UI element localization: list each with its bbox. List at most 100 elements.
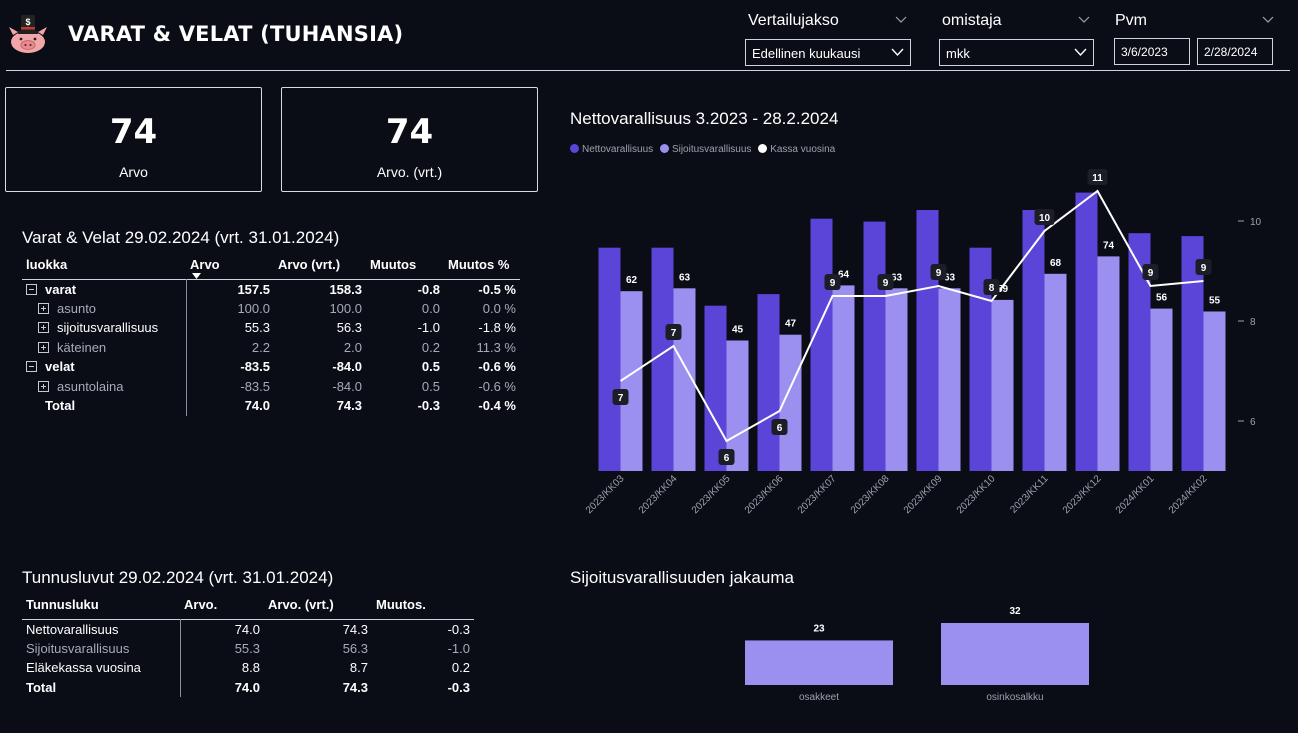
arvo-vrt-cell: 8.7 [349,660,368,676]
bar-sijoitusvarallisuus [885,288,908,471]
arvo-vrt-cell: -84.0 [332,378,362,394]
data-label-sijoitusvarallisuus: 59 [997,284,1009,295]
legend-swatch [659,144,669,153]
sort-descending-icon [192,273,201,279]
table-row[interactable]: velat -83.5 -84.0 0.5 -0.6 % [22,357,520,377]
bar-sijoitusvarallisuus [1044,273,1067,471]
data-label-kassa-vuosina: 11 [1092,173,1103,184]
data-label-bg [1142,264,1159,280]
expand-icon[interactable] [38,322,49,334]
table-row[interactable]: Total 74.0 74.3 -0.3 [22,677,474,697]
expand-icon[interactable] [38,380,49,392]
muutos-cell: -0.3 [447,621,470,637]
table-row[interactable]: asuntolaina -83.5 -84.0 0.5 -0.6 % [22,376,520,397]
arvo-cell: 8.8 [179,658,264,678]
x-tick-label: 2023/KK09 [902,473,945,516]
kpi-table[interactable]: Tunnusluku Arvo. Arvo. (vrt.) Muutos. Ne… [22,597,474,697]
piggy-logo-icon: $ [9,15,47,53]
column-header-luokka[interactable]: luokka [26,257,68,272]
table-row[interactable]: asunto 100.0 100.0 0.0 0.0 % [22,298,520,318]
data-label-sijoitusvarallisuus: 68 [1050,258,1062,269]
row-label: velat [45,359,75,375]
table-row[interactable]: Nettovarallisuus 74.0 74.3 -0.3 [22,619,474,639]
expand-icon[interactable] [38,341,49,353]
kpi-card-value: 74 [109,112,158,152]
table-row[interactable]: Eläkekassa vuosina 8.8 8.7 0.2 [22,658,474,678]
bar-nettovarallisuus [863,221,886,471]
row-label-cell: velat [22,357,186,377]
bar-sijoitusvarallisuus [1203,311,1226,471]
column-header-tunnusluku[interactable]: Tunnusluku [26,597,99,612]
bar-nettovarallisuus [651,247,674,471]
pvm-end-input[interactable]: 2/28/2024 [1197,38,1273,65]
vertailujakso-value: Edellinen kuukausi [752,46,861,61]
data-label-kassa-vuosina: 10 [1039,213,1051,224]
omistaja-dropdown[interactable]: mkk [939,39,1094,66]
muutos-cell: 0.0 [421,300,440,316]
table-row[interactable]: Sijoitusvarallisuus 55.3 56.3 -1.0 [22,638,474,658]
chevron-down-icon[interactable] [1078,13,1090,25]
row-label-cell: asuntolaina [22,377,186,397]
column-header-arvo[interactable]: Arvo [186,257,274,279]
chevron-down-icon [1074,48,1087,57]
x-tick-label: 2023/KK06 [743,473,786,516]
chevron-down-icon[interactable] [895,13,907,25]
table-row[interactable]: Total 74.0 74.3 -0.3 -0.4 % [22,396,520,416]
data-label: 23 [813,623,825,634]
column-header-muutos[interactable]: Muutos. [376,597,426,612]
kpi-card-label: Arvo [119,164,148,180]
column-header-muutos-pct[interactable]: Muutos % [448,257,510,272]
column-header-arvo-vrt[interactable]: Arvo. (vrt.) [268,597,334,612]
svg-text:$: $ [25,17,30,27]
chevron-down-icon[interactable] [1262,13,1274,25]
table-row[interactable]: käteinen 2.2 2.0 0.2 11.3 % [22,337,520,357]
data-label-bg [930,264,947,280]
nettovarallisuus-chart[interactable]: 62 2023/KK03 63 2023/KK04 45 2023/KK05 47 2023/… [560,160,1290,520]
pvm-start-input[interactable]: 3/6/2023 [1114,38,1190,65]
column-header-muutos[interactable]: Muutos [370,257,417,272]
arvo-vrt-cell: 74.3 [342,621,368,637]
distribution-chart[interactable]: 23 osakkeet 32 osinkosalkku [700,598,1140,708]
muutos-pct-cell: 0.0 % [482,300,516,316]
data-label-sijoitusvarallisuus: 55 [1209,296,1221,307]
arvo-cell: 100.0 [185,298,274,318]
vertailujakso-dropdown[interactable]: Edellinen kuukausi [745,39,911,66]
column-header-arvo-vrt[interactable]: Arvo (vrt.) [278,257,341,272]
kpi-card-arvo-vrt[interactable]: 74 Arvo. (vrt.) [281,87,538,192]
x-tick-label: 2023/KK07 [796,473,839,516]
chart-legend[interactable]: Nettovarallisuus Sijoitusvarallisuus Kas… [570,144,835,155]
x-tick-label: 2024/KK02 [1167,473,1210,516]
column-header-arvo[interactable]: Arvo. [184,597,218,612]
row-label-cell: Total [22,396,186,416]
bar-sijoitusvarallisuus [779,334,802,471]
arvo-cell: 74.0 [179,677,264,697]
row-label: asunto [57,300,97,316]
arvo-cell: 55.3 [179,638,264,658]
table-row[interactable]: varat 157.5 158.3 -0.8 -0.5 % [22,279,520,299]
data-label-kassa-vuosina: 7 [618,393,624,404]
row-label-cell: varat [22,279,186,299]
muutos-pct-cell: -0.6 % [478,359,516,375]
arvo-cell: 74.0 [185,396,274,416]
row-label: varat [45,281,77,297]
data-label-sijoitusvarallisuus: 45 [732,325,744,336]
x-tick-label: 2023/KK03 [584,473,627,516]
arvo-vrt-cell: 56.3 [342,640,368,656]
arvo-vrt-cell: 56.3 [336,320,362,336]
collapse-icon[interactable] [26,361,37,373]
kpi-card-arvo[interactable]: 74 Arvo [5,87,262,192]
muutos-pct-cell: -0.6 % [478,378,516,394]
arvo-vrt-cell: -84.0 [332,359,362,375]
collapse-icon[interactable] [26,283,37,295]
muutos-cell: -0.8 [417,281,440,297]
bar-sijoitusvarallisuus [1150,308,1173,471]
balance-table[interactable]: luokka Arvo Arvo (vrt.) Muutos Muutos % … [22,257,520,416]
bar-nettovarallisuus [969,247,992,471]
data-label-kassa-vuosina: 6 [777,423,783,434]
muutos-cell: -1.0 [447,640,470,656]
data-label-sijoitusvarallisuus: 63 [891,272,903,283]
table-row[interactable]: sijoitusvarallisuus 55.3 56.3 -1.0 -1.8 % [22,318,520,338]
bar-nettovarallisuus [1181,236,1204,471]
muutos-cell: 0.5 [421,359,440,375]
expand-icon[interactable] [38,302,49,314]
